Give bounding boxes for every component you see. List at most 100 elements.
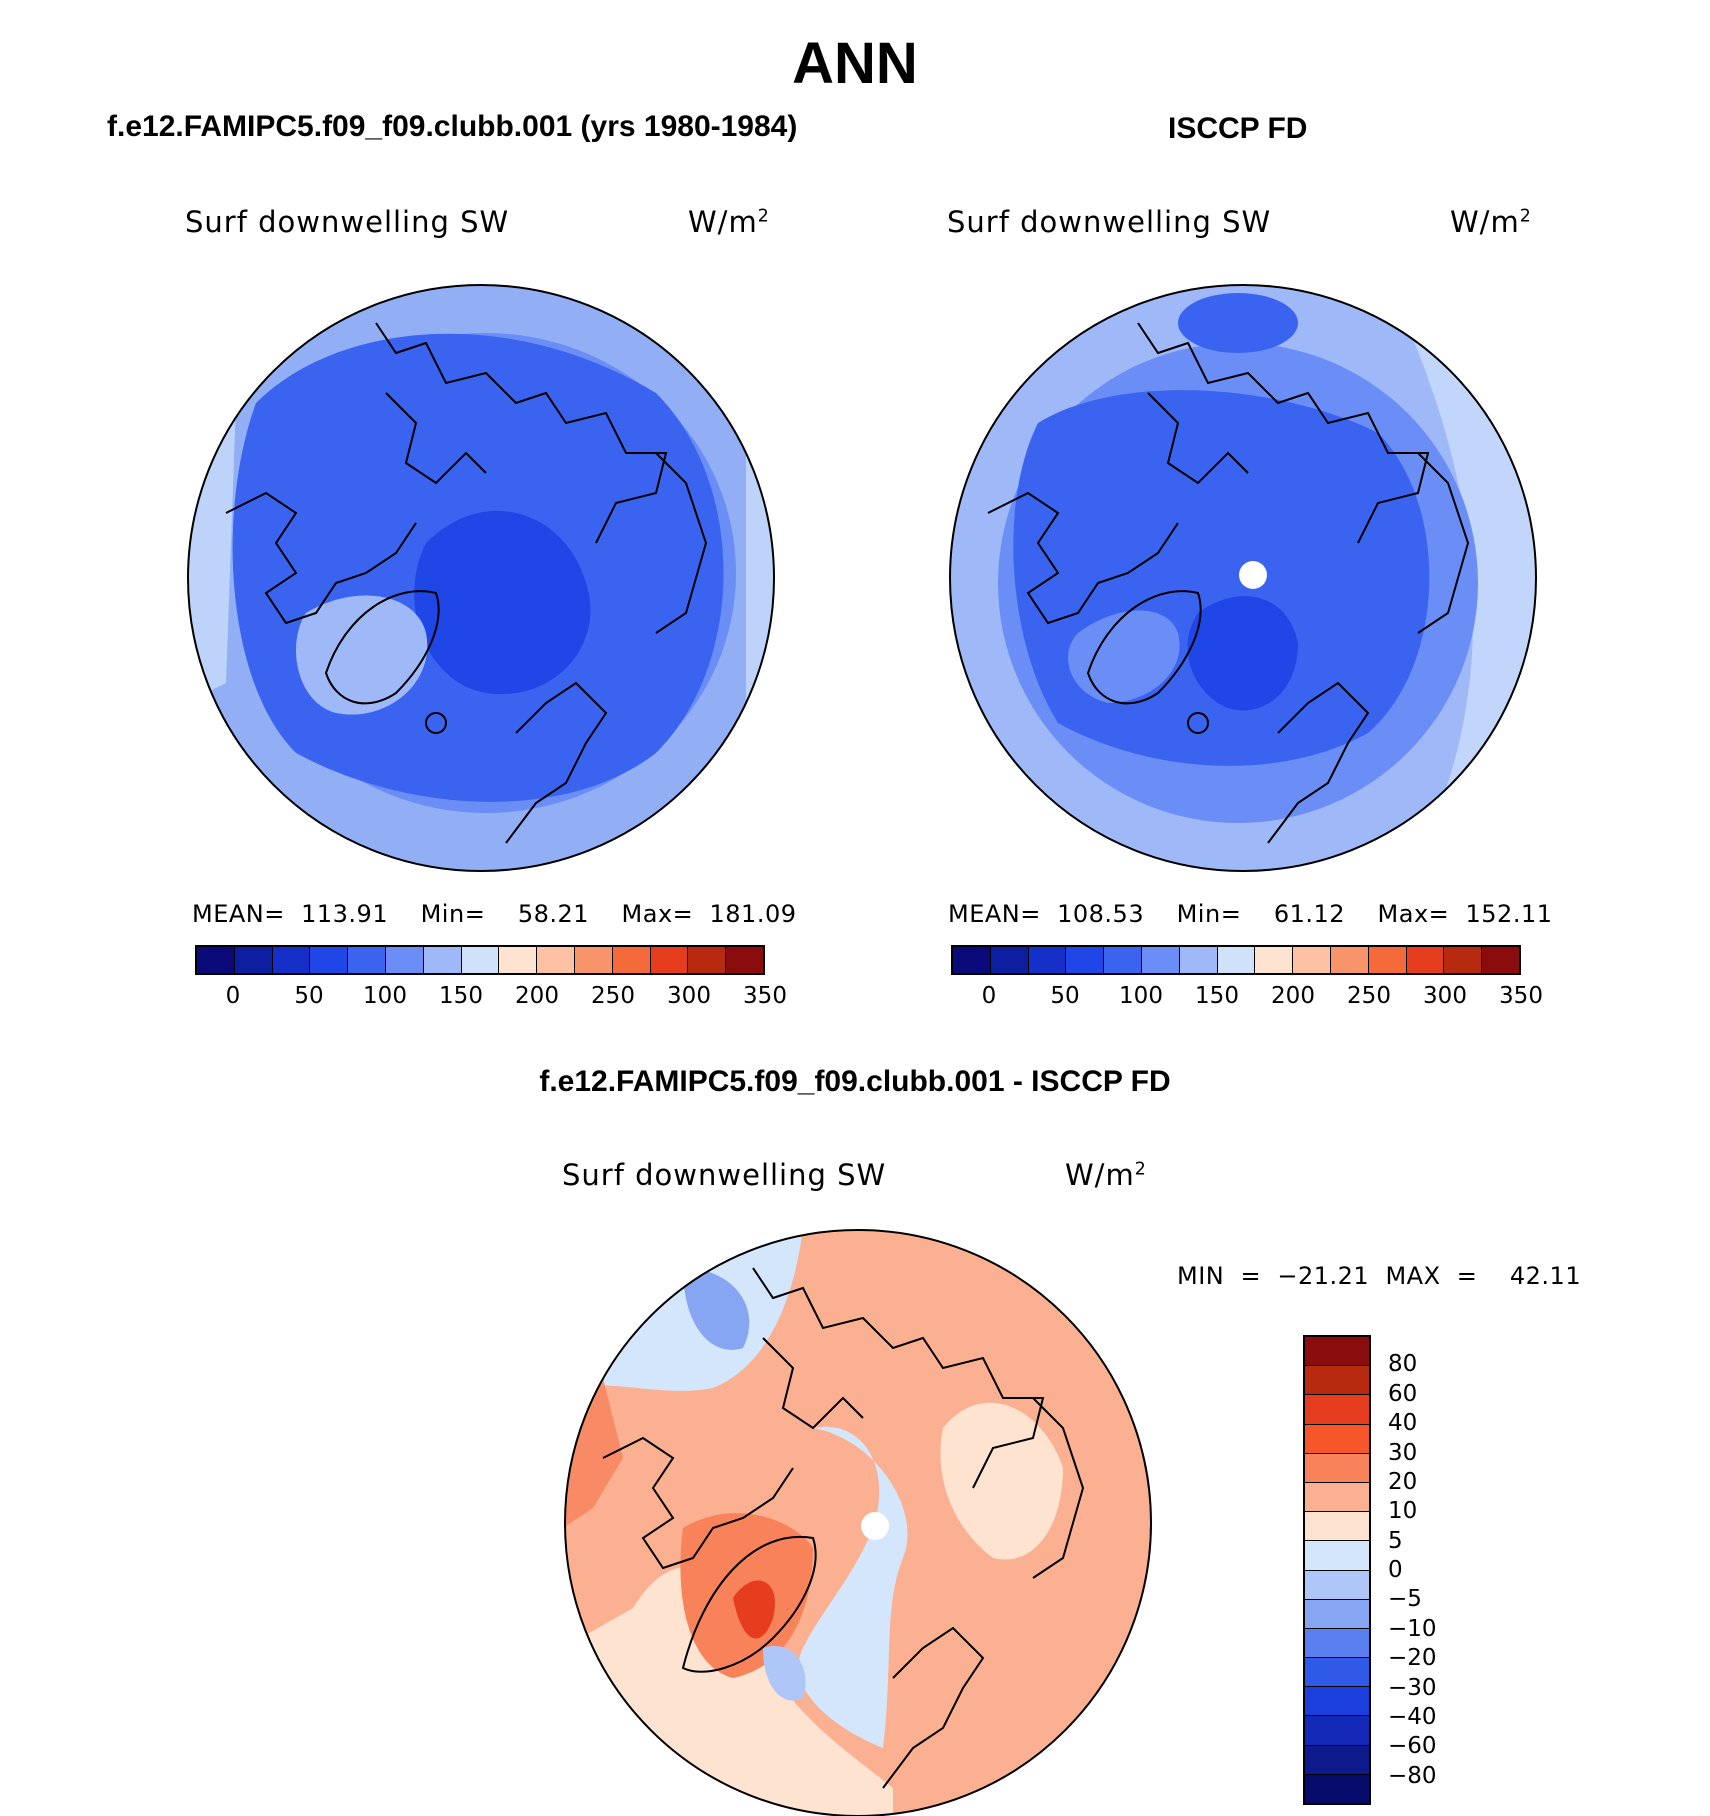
colorbar-tick-label: 350 bbox=[1499, 983, 1543, 1009]
colorbar-swatch bbox=[574, 947, 613, 973]
colorbar-swatch bbox=[1305, 1541, 1369, 1571]
colorbar-tick-label: 10 bbox=[1388, 1498, 1418, 1525]
colorbar-swatch bbox=[1255, 947, 1294, 973]
colorbar-swatch bbox=[1305, 1512, 1369, 1542]
obs-coastlines bbox=[987, 322, 1470, 844]
colorbar-swatch bbox=[348, 947, 386, 973]
colorbar-swatch bbox=[1217, 947, 1256, 973]
colorbar-tick-label: 20 bbox=[1388, 1468, 1418, 1495]
colorbar-tick-label: 0 bbox=[1388, 1557, 1403, 1583]
obs-polar-map bbox=[949, 284, 1537, 872]
diff-units-label: W/m2 bbox=[1065, 1158, 1147, 1192]
model-stats: MEAN= 113.91 Min= 58.21 Max= 181.09 bbox=[192, 900, 797, 928]
colorbar-swatch bbox=[423, 947, 462, 973]
colorbar-swatch bbox=[537, 947, 575, 973]
model-coastlines bbox=[225, 322, 708, 844]
diff-polar-map bbox=[564, 1229, 1152, 1816]
colorbar-swatch bbox=[1406, 947, 1445, 973]
colorbar-swatch bbox=[1179, 947, 1218, 973]
colorbar-tick-label: 250 bbox=[591, 983, 635, 1009]
colorbar-swatch bbox=[1330, 947, 1369, 973]
colorbar-swatch bbox=[310, 947, 349, 973]
colorbar-swatch bbox=[1305, 1658, 1369, 1688]
colorbar-tick-label: 50 bbox=[1050, 983, 1080, 1009]
obs-colorbar-group: 0 50 100 150 200 250 300 350 bbox=[951, 945, 1543, 1025]
colorbar-swatch bbox=[1141, 947, 1180, 973]
colorbar-swatch bbox=[1305, 1337, 1369, 1367]
colorbar-tick-label: −30 bbox=[1388, 1674, 1437, 1701]
diff-colorbar-group: 80 60 40 30 20 10 5 0 −5 −10 −20 −30 −40 −60 −80 bbox=[1303, 1335, 1443, 1805]
colorbar-tick-label: 0 bbox=[981, 983, 997, 1009]
colorbar-swatch bbox=[1293, 947, 1331, 973]
obs-field-inner bbox=[1013, 390, 1430, 766]
colorbar-tick-label: 100 bbox=[363, 983, 407, 1009]
obs-variable-label: Surf downwelling SW bbox=[947, 205, 1272, 239]
colorbar-swatch bbox=[1305, 1453, 1369, 1483]
colorbar-swatch bbox=[1305, 1716, 1369, 1746]
colorbar-tick-label: 150 bbox=[1195, 983, 1239, 1009]
diff-coastlines bbox=[602, 1267, 1085, 1789]
colorbar-swatch bbox=[1104, 947, 1142, 973]
colorbar-tick-label: 50 bbox=[294, 983, 324, 1009]
model-units-label: W/m2 bbox=[688, 205, 770, 239]
model-variable-label: Surf downwelling SW bbox=[185, 205, 510, 239]
colorbar-swatch bbox=[726, 947, 763, 973]
obs-stats: MEAN= 108.53 Min= 61.12 Max= 152.11 bbox=[948, 900, 1553, 928]
diff-pole-hole bbox=[861, 1512, 889, 1540]
colorbar-tick-label: 80 bbox=[1388, 1351, 1418, 1378]
colorbar-tick-label: 40 bbox=[1388, 1410, 1418, 1437]
model-colorbar bbox=[195, 945, 765, 975]
colorbar-swatch bbox=[1305, 1687, 1369, 1717]
colorbar-tick-label: 30 bbox=[1388, 1439, 1418, 1466]
diff-variable-label: Surf downwelling SW bbox=[562, 1158, 887, 1192]
colorbar-tick-label: 250 bbox=[1347, 983, 1391, 1009]
colorbar-swatch bbox=[385, 947, 424, 973]
colorbar-swatch bbox=[272, 947, 311, 973]
diff-stats: MIN = −21.21 MAX = 42.11 bbox=[1177, 1262, 1582, 1290]
obs-colorbar-labels: 0 50 100 150 200 250 300 350 bbox=[951, 983, 1543, 1013]
colorbar-swatch bbox=[1305, 1628, 1369, 1659]
colorbar-tick-label: 0 bbox=[225, 983, 241, 1009]
colorbar-swatch bbox=[1444, 947, 1483, 973]
model-field-core bbox=[414, 510, 591, 695]
colorbar-swatch bbox=[953, 947, 991, 973]
obs-field-core bbox=[1187, 596, 1298, 711]
colorbar-tick-label: 300 bbox=[1423, 983, 1467, 1009]
colorbar-tick-label: −20 bbox=[1388, 1645, 1437, 1672]
colorbar-tick-label: 350 bbox=[743, 983, 787, 1009]
model-map-border bbox=[187, 284, 775, 872]
colorbar-tick-label: 200 bbox=[515, 983, 559, 1009]
colorbar-swatch bbox=[1305, 1774, 1369, 1803]
colorbar-tick-label: −10 bbox=[1388, 1615, 1437, 1642]
diff-map-border bbox=[564, 1229, 1152, 1816]
colorbar-swatch bbox=[1028, 947, 1067, 973]
colorbar-tick-label: 200 bbox=[1271, 983, 1315, 1009]
colorbar-tick-label: −80 bbox=[1388, 1762, 1437, 1789]
colorbar-swatch bbox=[612, 947, 651, 973]
colorbar-swatch bbox=[234, 947, 273, 973]
colorbar-tick-label: 5 bbox=[1388, 1527, 1403, 1554]
colorbar-swatch bbox=[461, 947, 500, 973]
model-panel-title: f.e12.FAMIPC5.f09_f09.clubb.001 (yrs 198… bbox=[107, 110, 798, 143]
obs-units-label: W/m2 bbox=[1450, 205, 1532, 239]
colorbar-swatch bbox=[1482, 947, 1519, 973]
colorbar-swatch bbox=[1368, 947, 1407, 973]
colorbar-tick-label: −60 bbox=[1388, 1733, 1437, 1760]
obs-pole-hole bbox=[1239, 561, 1267, 589]
diff-colorbar-labels: 80 60 40 30 20 10 5 0 −5 −10 −20 −30 −40 −60 −80 bbox=[1388, 1335, 1448, 1805]
colorbar-swatch bbox=[1305, 1745, 1369, 1775]
colorbar-swatch bbox=[1066, 947, 1105, 973]
model-colorbar-group: 0 50 100 150 200 250 300 350 bbox=[195, 945, 787, 1025]
model-colorbar-labels: 0 50 100 150 200 250 300 350 bbox=[195, 983, 787, 1013]
colorbar-swatch bbox=[499, 947, 538, 973]
figure-title: ANN bbox=[792, 31, 918, 96]
diff-panel-title: f.e12.FAMIPC5.f09_f09.clubb.001 - ISCCP … bbox=[539, 1065, 1171, 1098]
colorbar-swatch bbox=[1305, 1482, 1369, 1513]
colorbar-swatch bbox=[650, 947, 689, 973]
obs-map-border bbox=[949, 284, 1537, 872]
colorbar-tick-label: 100 bbox=[1119, 983, 1163, 1009]
obs-panel-title: ISCCP FD bbox=[1168, 112, 1308, 145]
colorbar-tick-label: 150 bbox=[439, 983, 483, 1009]
colorbar-tick-label: −40 bbox=[1388, 1703, 1437, 1730]
colorbar-swatch bbox=[1305, 1424, 1369, 1454]
